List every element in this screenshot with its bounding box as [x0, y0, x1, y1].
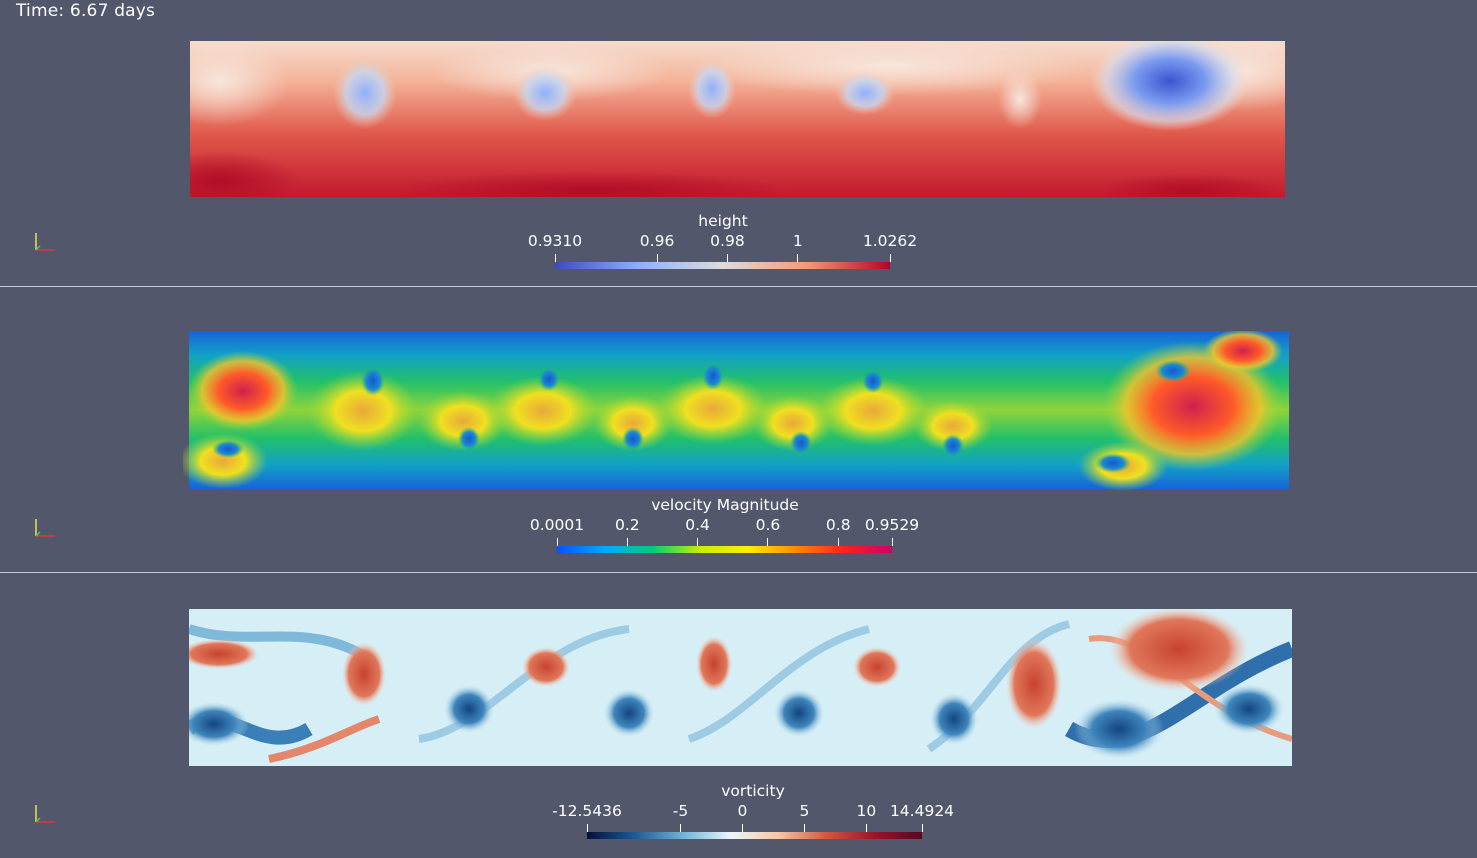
colorbar-tick-label: 0.2	[614, 516, 640, 534]
colorbar-tick-label: 5	[799, 802, 810, 820]
colorbar-tick-mark	[556, 538, 558, 546]
orientation-axes-icon	[32, 230, 58, 256]
colorbar-tick-mark	[803, 824, 805, 832]
colorbar-tick-label: 14.4924	[889, 802, 955, 820]
vorticity-panel: vorticity -12.5436 -5 0 5 10 14.4924	[0, 573, 1477, 858]
colorbar-tick-label: -12.5436	[552, 802, 622, 820]
colorbar-tick-label: 10	[856, 802, 877, 820]
colorbar-tick-label: 0.96	[639, 232, 675, 250]
colorbar-tick-mark	[837, 538, 839, 546]
colorbar-tick-mark	[767, 538, 769, 546]
colorbar-tick-mark	[741, 824, 743, 832]
velocity-panel: velocity Magnitude 0.0001 0.2 0.4 0.6 0.8 0.9…	[0, 287, 1477, 572]
panel-divider	[0, 572, 1477, 573]
panel-divider	[0, 286, 1477, 287]
orientation-axes-icon	[32, 516, 58, 542]
colorbar-gradient	[557, 546, 892, 553]
colorbar-tick-mark	[797, 254, 799, 262]
colorbar-tick-mark	[679, 824, 681, 832]
colorbar-tick-mark	[626, 538, 628, 546]
colorbar-tick-label: 0.4	[685, 516, 710, 534]
height-field[interactable]	[190, 41, 1285, 197]
colorbar-tick-mark	[656, 254, 658, 262]
colorbar-tick-label: 0.6	[755, 516, 781, 534]
colorbar-tick-label: -5	[672, 802, 689, 820]
velocity-field[interactable]	[183, 331, 1301, 491]
colorbar-gradient	[555, 262, 890, 269]
colorbar-tick-label: 0.98	[710, 232, 745, 250]
colorbar-tick-label: 0.9310	[527, 232, 583, 250]
height-panel: height 0.9310 0.96 0.98 1 1.0262	[0, 0, 1477, 286]
colorbar-tick-label: 0.0001	[529, 516, 585, 534]
colorbar-tick-label: 0.8	[825, 516, 851, 534]
colorbar-tick-label: 0	[737, 802, 748, 820]
colorbar-tick-mark	[586, 824, 588, 832]
colorbar-title: height	[698, 212, 748, 230]
colorbar-tick-mark	[889, 254, 891, 262]
vorticity-field[interactable]	[189, 609, 1292, 766]
colorbar-tick-mark	[697, 538, 699, 546]
colorbar-tick-mark	[921, 824, 923, 832]
colorbar-tick-label: 0.9529	[864, 516, 920, 534]
colorbar-tick-mark	[865, 824, 867, 832]
colorbar-title: vorticity	[721, 782, 785, 800]
colorbar-tick-mark	[554, 254, 556, 262]
colorbar-tick-label: 1.0262	[862, 232, 918, 250]
colorbar-gradient	[587, 832, 922, 839]
colorbar-tick-label: 1	[792, 232, 803, 250]
orientation-axes-icon	[32, 802, 58, 828]
colorbar-tick-mark	[726, 254, 728, 262]
colorbar-title: velocity Magnitude	[651, 496, 799, 514]
time-label: Time: 6.67 days	[16, 1, 156, 21]
colorbar-tick-mark	[891, 538, 893, 546]
